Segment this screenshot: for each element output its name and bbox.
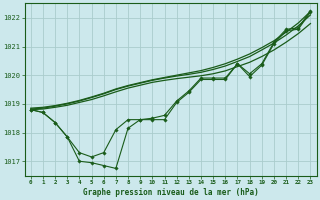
X-axis label: Graphe pression niveau de la mer (hPa): Graphe pression niveau de la mer (hPa) [83, 188, 259, 197]
